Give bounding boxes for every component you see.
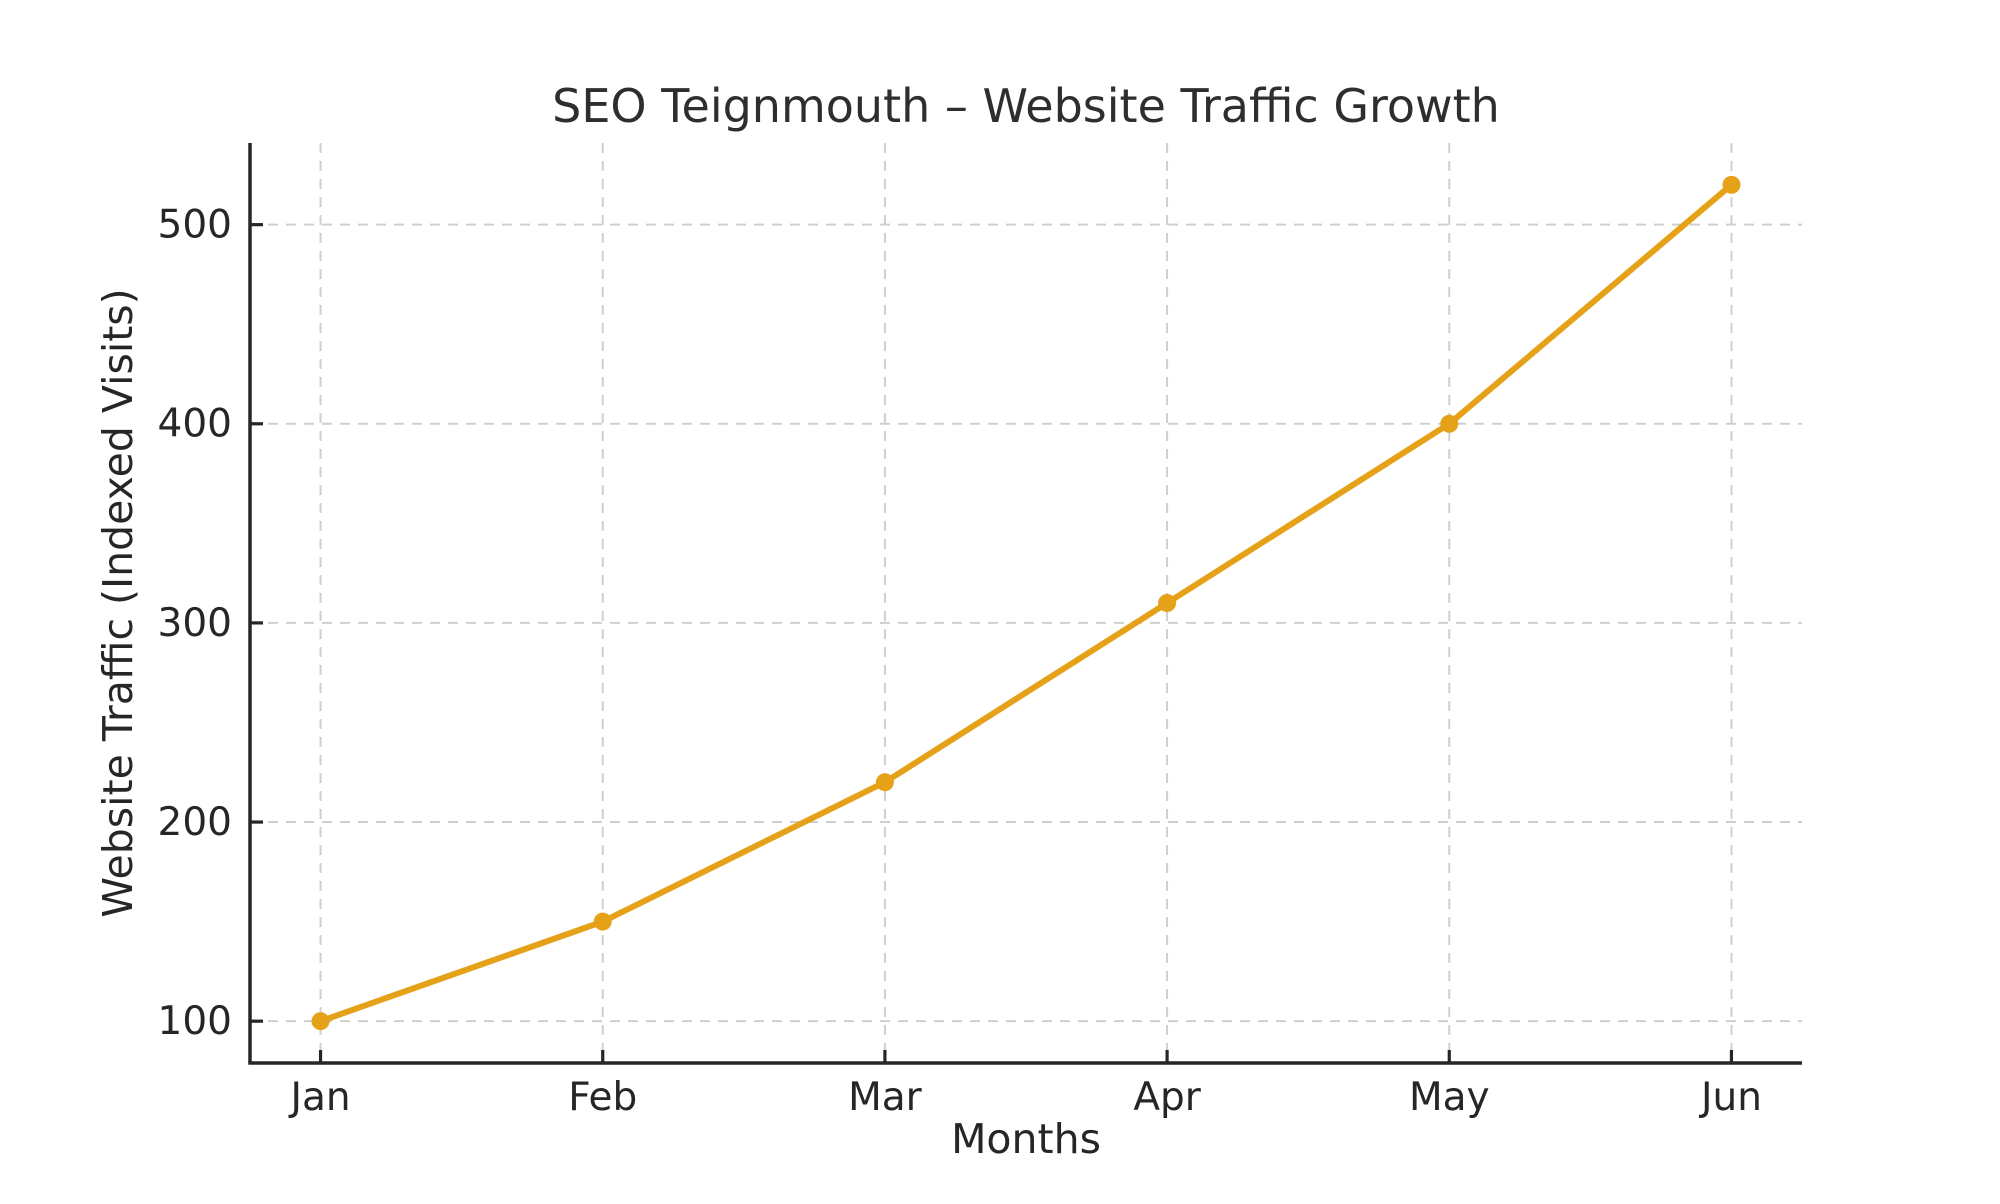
data-point-jan: [311, 1012, 330, 1031]
y-tick-label-300: 300: [158, 601, 232, 646]
data-point-jun: [1722, 175, 1741, 194]
data-point-feb: [593, 912, 612, 931]
data-point-apr: [1158, 594, 1177, 612]
axes-spines: [248, 143, 1802, 1065]
y-axis-label: Website Traffic (Indexed Visits): [94, 288, 142, 917]
x-tick-labels: Jan Feb Mar Apr May Jun: [287, 1075, 1761, 1120]
y-tick-label-200: 200: [158, 800, 232, 845]
traffic-line: [317, 181, 1735, 1025]
y-tick-labels: 100 200 300 400 500: [158, 203, 232, 1045]
x-tick-label-apr: Apr: [1133, 1075, 1201, 1120]
traffic-line-series: [311, 175, 1741, 1031]
axis-ticks: [250, 223, 1734, 1063]
data-point-may: [1440, 414, 1459, 433]
data-point-mar: [875, 773, 894, 792]
y-tick-label-100: 100: [158, 999, 232, 1044]
gridlines: [250, 143, 1802, 1063]
x-tick-label-feb: Feb: [568, 1075, 637, 1120]
x-tick-label-jan: Jan: [287, 1075, 350, 1120]
chart-title: SEO Teignmouth – Website Traffic Growth: [552, 79, 1500, 133]
y-tick-label-500: 500: [158, 203, 232, 248]
x-tick-label-may: May: [1409, 1075, 1490, 1120]
x-tick-label-jun: Jun: [1698, 1075, 1762, 1120]
x-tick-label-mar: Mar: [848, 1075, 923, 1120]
y-tick-label-400: 400: [158, 402, 232, 447]
x-axis-label: Months: [951, 1115, 1101, 1163]
